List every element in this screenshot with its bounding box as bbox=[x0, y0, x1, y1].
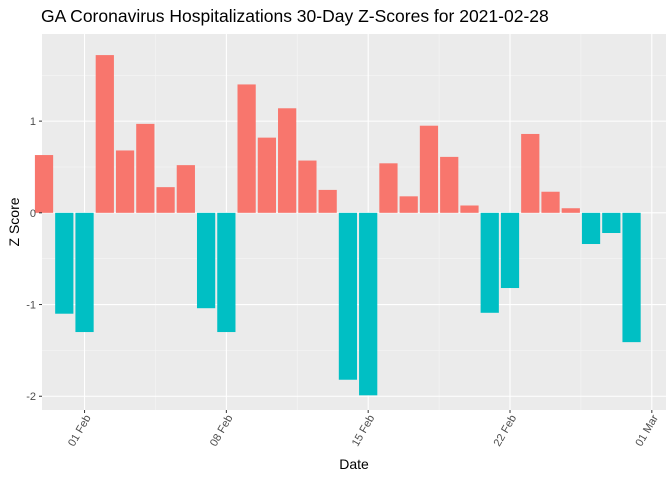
x-tick-label: 15 Feb bbox=[350, 413, 378, 449]
x-tick-label: 22 Feb bbox=[492, 413, 520, 449]
bar-2021-02-10 bbox=[257, 137, 276, 213]
bar-2021-01-31 bbox=[55, 212, 74, 314]
bar-2021-02-01 bbox=[75, 212, 94, 333]
x-tick-label: 08 Feb bbox=[208, 413, 236, 449]
bar-2021-02-07 bbox=[196, 212, 216, 309]
bar-2021-01-30 bbox=[34, 155, 54, 213]
chart-title: GA Coronavirus Hospitalizations 30-Day Z… bbox=[41, 6, 549, 26]
bar-2021-02-09 bbox=[237, 84, 256, 213]
bar-2021-02-05 bbox=[156, 187, 175, 213]
x-axis-label: Date bbox=[339, 456, 369, 472]
bar-2021-02-03 bbox=[115, 150, 135, 213]
bar-2021-02-21 bbox=[480, 212, 499, 313]
x-axis: 01 Feb 08 Feb 15 Feb 22 Feb 01 Mar bbox=[66, 410, 661, 449]
bar-2021-02-18 bbox=[419, 125, 439, 213]
bar-2021-02-16 bbox=[379, 163, 398, 213]
bar-2021-02-26 bbox=[581, 212, 601, 245]
bar-2021-02-24 bbox=[541, 191, 560, 213]
bar-2021-02-13 bbox=[318, 189, 337, 213]
bar-2021-02-15 bbox=[359, 212, 378, 396]
y-axis: -2 -1 0 1 bbox=[26, 116, 42, 403]
y-tick-label: 1 bbox=[30, 116, 36, 128]
bar-2021-02-20 bbox=[460, 205, 479, 213]
bar-2021-02-17 bbox=[399, 196, 418, 213]
bar-2021-02-11 bbox=[278, 108, 297, 213]
bar-2021-02-02 bbox=[95, 55, 114, 213]
y-tick-label: -2 bbox=[26, 391, 36, 403]
y-tick-label: -1 bbox=[26, 300, 36, 312]
bar-2021-02-28 bbox=[622, 212, 641, 343]
bars bbox=[34, 55, 641, 396]
y-axis-label: Z Score bbox=[6, 197, 22, 246]
bar-2021-02-23 bbox=[521, 133, 540, 213]
bar-2021-02-19 bbox=[440, 156, 459, 213]
bar-2021-02-12 bbox=[298, 160, 317, 213]
y-tick-label: 0 bbox=[30, 208, 36, 220]
bar-2021-02-04 bbox=[136, 123, 155, 213]
x-tick-label: 01 Feb bbox=[66, 413, 94, 449]
bar-2021-02-14 bbox=[338, 212, 358, 380]
bar-2021-02-27 bbox=[602, 212, 621, 234]
bar-2021-02-08 bbox=[217, 212, 236, 333]
x-tick-label: 01 Mar bbox=[633, 413, 661, 449]
bar-2021-02-22 bbox=[500, 212, 520, 289]
bar-2021-02-06 bbox=[176, 165, 195, 213]
bar-2021-02-25 bbox=[561, 208, 580, 213]
